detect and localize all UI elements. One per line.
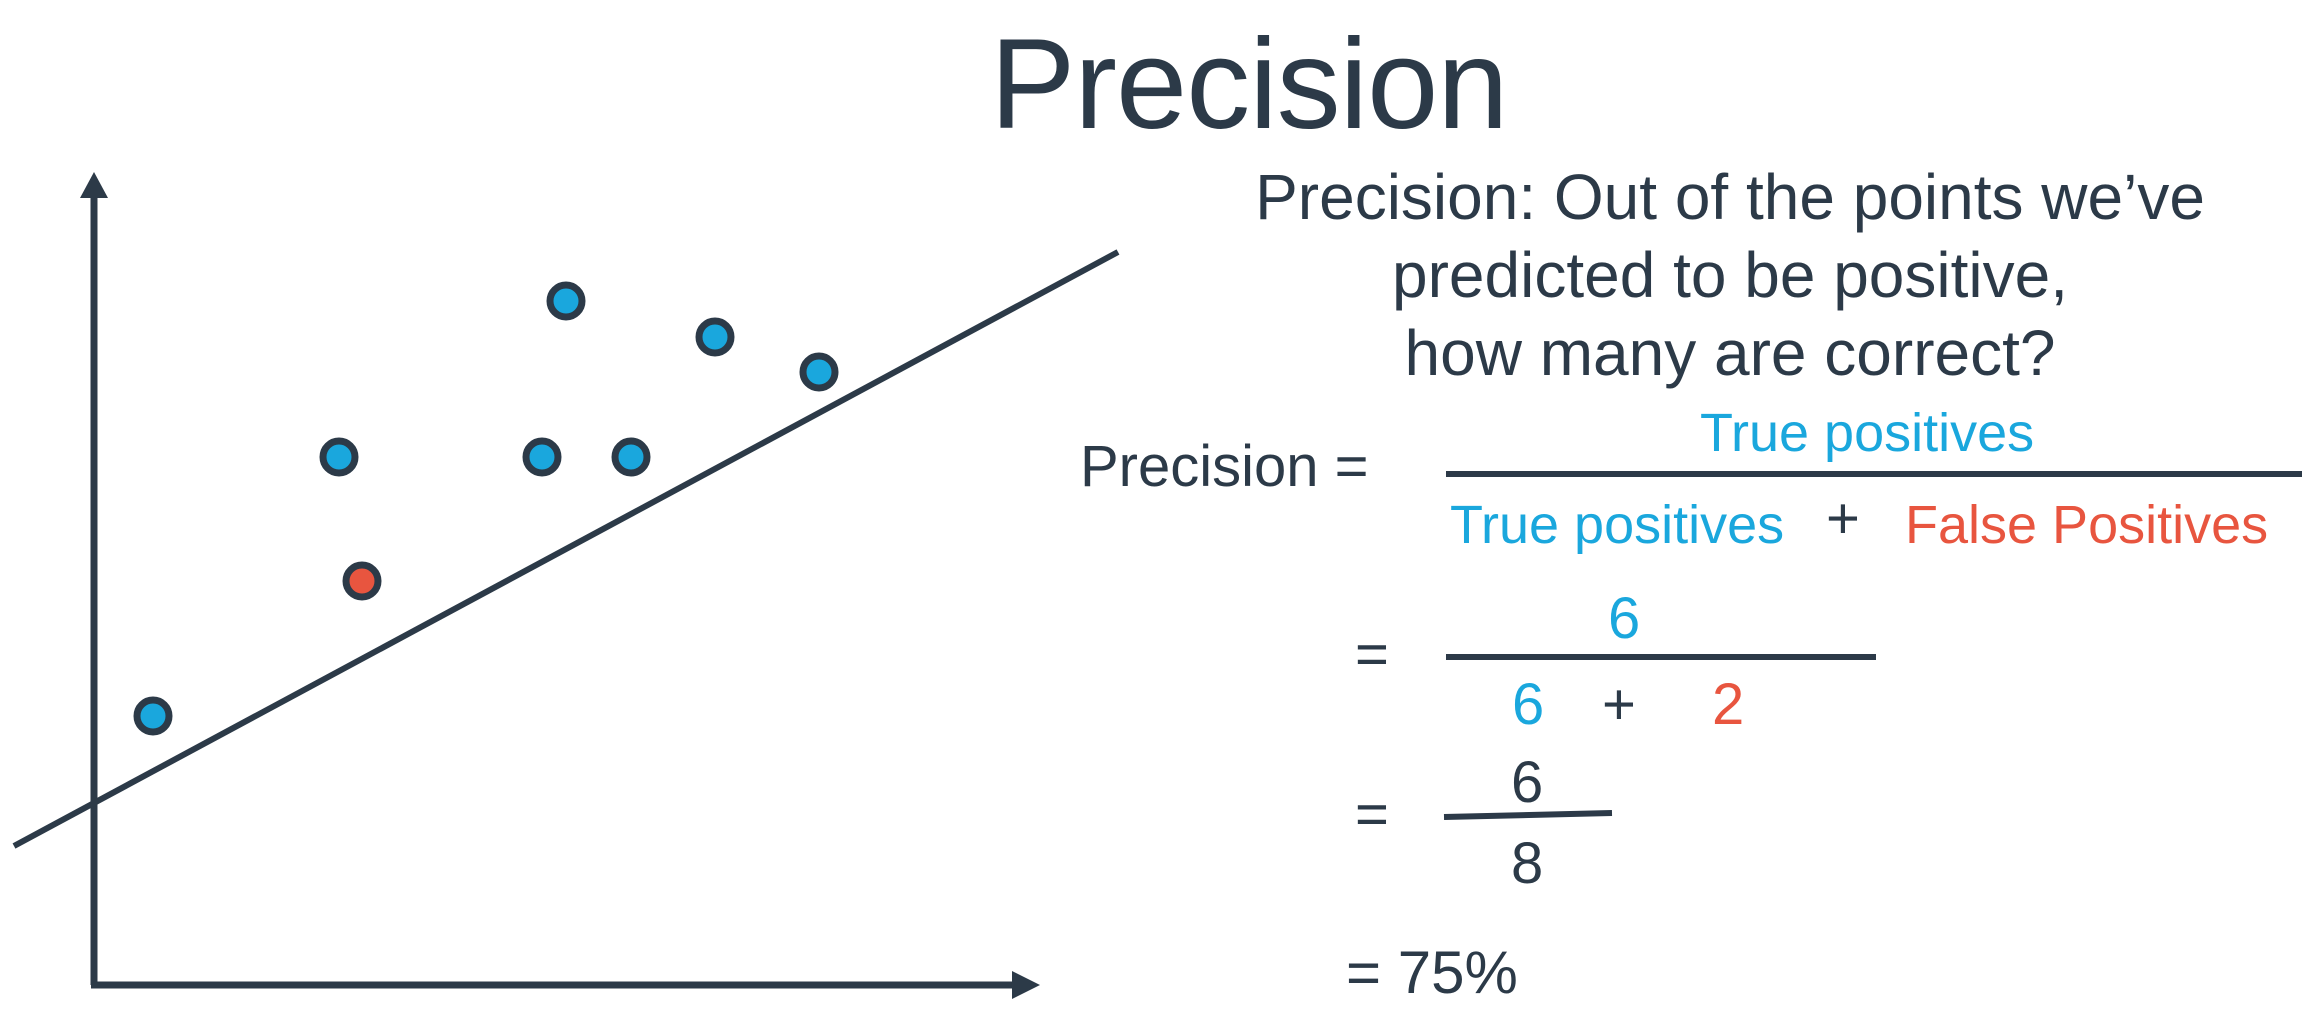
definition-line-2: predicted to be positive, [1392,239,2068,311]
true-positive-point [799,352,839,392]
true-positive-point [611,437,651,477]
definition-line-3: how many are correct? [1404,317,2056,389]
y-axis-arrow-icon [80,172,108,198]
step2-denominator: 8 [1511,831,1544,896]
step2-fraction-bar [1443,810,1613,820]
step2-equals: = [1355,782,1389,847]
x-axis-arrow-icon [1012,971,1040,999]
formula-fraction-bar [1446,471,2302,477]
formula-denominator-plus: + [1826,486,1860,551]
step1-equals: = [1355,622,1389,687]
true-positive-point [695,317,735,357]
step1-fraction-bar [1446,654,1876,660]
definition-line-1: Precision: Out of the points we’ve [1255,161,2205,233]
step1-denominator-fp: 2 [1712,672,1745,737]
step2-numerator: 6 [1511,750,1544,815]
formula-lhs: Precision = [1080,434,1369,499]
true-positive-point [546,281,586,321]
step1-numerator: 6 [1608,586,1641,651]
true-positive-point [133,696,173,736]
step1-denominator-tp: 6 [1512,672,1545,737]
result-value: = 75% [1346,939,1518,1006]
true-positive-point [522,437,562,477]
precision-definition: Precision: Out of the points we’ve predi… [1180,158,2280,392]
decision-boundary-line [12,249,1120,849]
step1-denominator-plus: + [1602,672,1636,737]
page-title: Precision [990,13,1508,156]
false-positive-point [342,561,382,601]
formula-denominator-fp: False Positives [1905,495,2269,555]
formula-numerator: True positives [1700,403,2035,463]
data-points [133,281,839,736]
true-positive-point [319,437,359,477]
formula-denominator-tp: True positives [1450,495,1785,555]
scatter-plot [12,172,1120,999]
